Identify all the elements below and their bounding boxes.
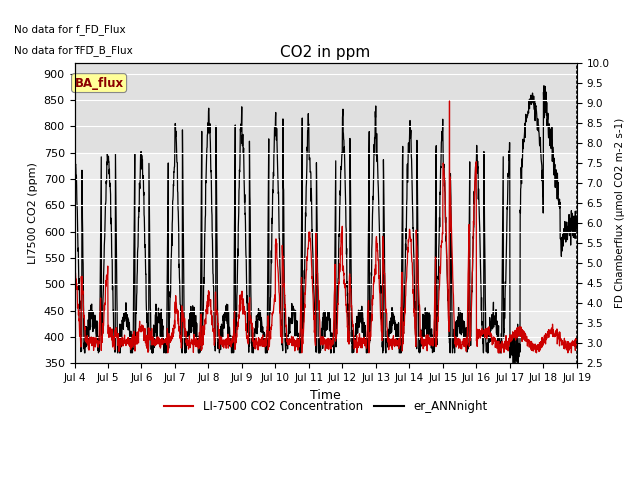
Text: BA_flux: BA_flux	[74, 77, 124, 90]
Title: CO2 in ppm: CO2 in ppm	[280, 46, 371, 60]
Y-axis label: LI7500 CO2 (ppm): LI7500 CO2 (ppm)	[28, 162, 38, 264]
Legend: LI-7500 CO2 Concentration, er_ANNnight: LI-7500 CO2 Concentration, er_ANNnight	[159, 395, 492, 418]
X-axis label: Time: Time	[310, 389, 341, 402]
Bar	[74, 63, 577, 153]
Bar	[74, 153, 577, 363]
Text: No data for f_FD_Flux: No data for f_FD_Flux	[14, 24, 126, 35]
Text: No data for f̅FD̅_B_Flux: No data for f̅FD̅_B_Flux	[14, 45, 133, 56]
Y-axis label: FD Chamberflux (μmol CO2 m-2 s-1): FD Chamberflux (μmol CO2 m-2 s-1)	[615, 118, 625, 308]
